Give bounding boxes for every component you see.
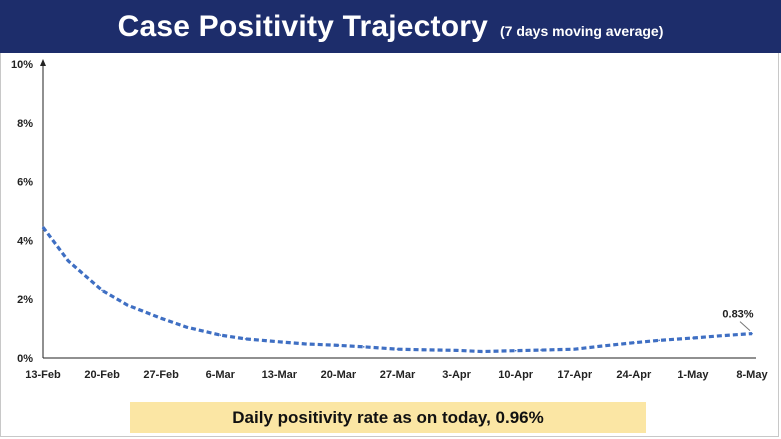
title-bar: Case Positivity Trajectory (7 days movin…: [0, 0, 781, 53]
x-tick-label: 8-May: [736, 369, 768, 381]
x-tick-label: 24-Apr: [616, 369, 652, 381]
x-tick-label: 13-Feb: [25, 369, 61, 381]
x-tick-label: 13-Mar: [262, 369, 298, 381]
data-point: [422, 348, 424, 351]
daily-positivity-callout: Daily positivity rate as on today, 0.96%: [130, 402, 646, 433]
x-tick-label: 1-May: [677, 369, 709, 381]
end-label-leader: [739, 321, 751, 331]
data-point: [481, 350, 483, 353]
x-tick-label: 10-Apr: [498, 369, 534, 381]
data-point: [717, 335, 720, 337]
positivity-series-line: [41, 226, 753, 354]
y-tick-label: 10%: [11, 59, 33, 71]
data-point: [692, 337, 694, 339]
daily-positivity-text: Daily positivity rate as on today, 0.96%: [232, 407, 544, 427]
data-point: [751, 332, 753, 335]
x-tick-label: 20-Mar: [321, 369, 357, 381]
data-point: [362, 346, 365, 348]
data-point: [126, 304, 129, 306]
end-value-label: 0.83%: [722, 309, 753, 321]
y-tick-label: 2%: [17, 294, 33, 306]
data-point: [514, 349, 517, 352]
y-tick-label: 4%: [17, 235, 33, 247]
data-point: [101, 289, 103, 292]
data-point: [67, 260, 70, 262]
y-tick-label: 8%: [17, 118, 33, 130]
data-point: [455, 349, 458, 352]
data-point: [599, 345, 601, 348]
y-tick-label: 0%: [17, 353, 33, 365]
data-point: [573, 348, 576, 350]
positivity-line-chart: 0% 2% 4% 6% 8% 10% 13-Feb 20-Feb 27-Feb 6-Mar 13-M…: [11, 59, 768, 381]
data-point: [185, 326, 188, 328]
data-point: [633, 341, 635, 344]
chart-frame: [0, 53, 779, 437]
x-tick-label: 6-Mar: [206, 369, 236, 381]
x-tick-label: 20-Feb: [84, 369, 120, 381]
data-point: [540, 349, 542, 351]
data-point: [396, 348, 399, 350]
data-point: [160, 317, 162, 320]
x-tick-label: 27-Feb: [143, 369, 179, 381]
data-point: [244, 338, 247, 340]
data-point: [337, 344, 340, 347]
data-point: [278, 341, 281, 343]
data-point: [658, 339, 660, 342]
x-tick-label: 27-Mar: [380, 369, 416, 381]
y-axis-arrow: [40, 59, 46, 66]
data-point: [219, 334, 222, 336]
chart-title: Case Positivity Trajectory: [117, 9, 488, 43]
data-point: [42, 226, 44, 228]
x-tick-label: 3-Apr: [442, 369, 471, 381]
chart-subtitle: (7 days moving average): [499, 22, 664, 39]
x-tick-label: 17-Apr: [557, 369, 593, 381]
y-tick-label: 6%: [17, 177, 33, 189]
data-point: [303, 343, 306, 345]
